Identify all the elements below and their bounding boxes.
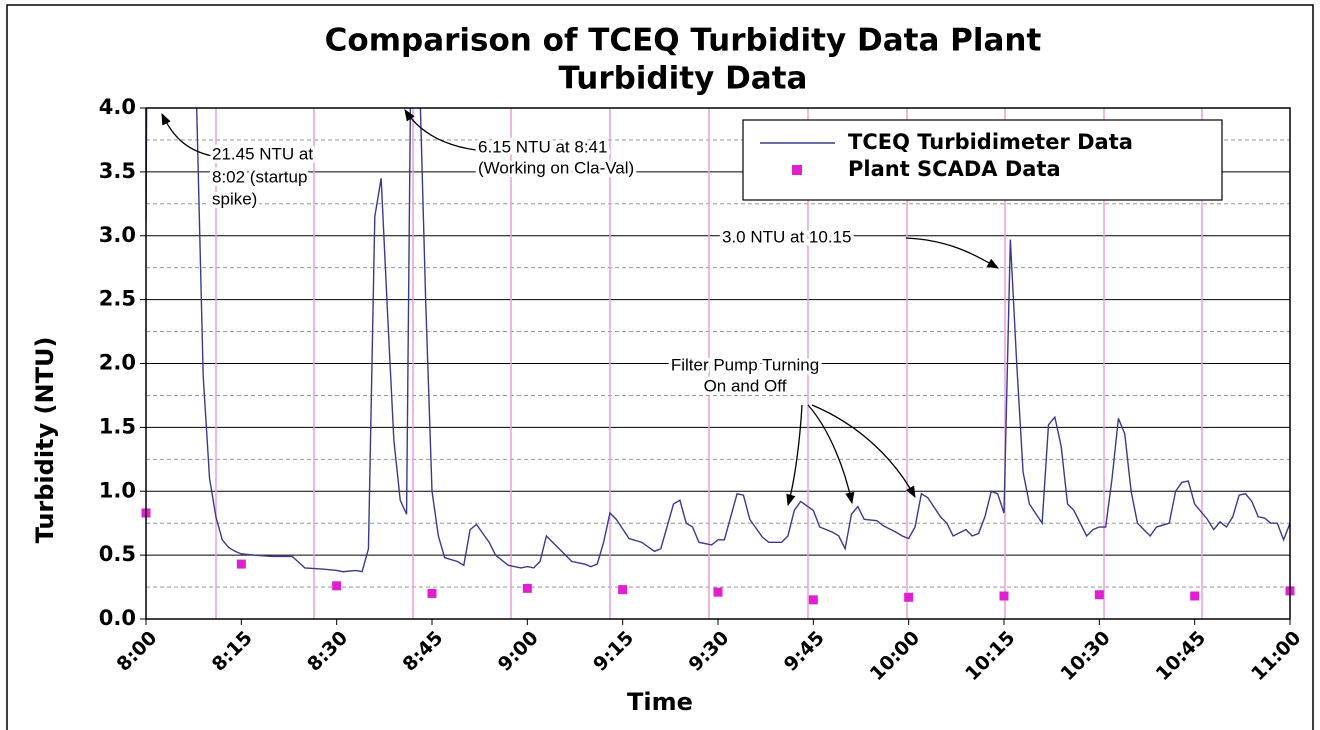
- plot-border: [145, 107, 1291, 620]
- data-point: [522, 583, 532, 593]
- legend-label: Plant SCADA Data: [848, 157, 1061, 181]
- x-tick-label: 10:45: [1152, 627, 1210, 685]
- legend-items: TCEQ Turbidimeter Data Plant SCADA Data: [760, 130, 1133, 181]
- data-point: [999, 591, 1009, 601]
- annotation: 8:02 (startup: [212, 167, 307, 186]
- x-tick-label: 8:30: [303, 627, 352, 676]
- x-tick-label: 8:45: [398, 627, 447, 676]
- annotation: Filter Pump Turning: [671, 355, 819, 374]
- x-tick-label: 11:00: [1247, 627, 1305, 685]
- x-tick-label: 9:15: [589, 627, 638, 676]
- data-point: [1094, 590, 1104, 600]
- annotation: 3.0 NTU at 10.15: [722, 227, 851, 246]
- annotation: 21.45 NTU at: [212, 144, 313, 163]
- x-axis-label: Time: [627, 688, 693, 716]
- y-tick-label: 2.5: [99, 287, 136, 311]
- chart-title: Comparison of TCEQ Turbidity Data Plant: [325, 23, 1042, 59]
- data-point: [236, 559, 246, 569]
- data-point: [1190, 591, 1200, 601]
- y-tick-label: 0.0: [99, 606, 136, 630]
- data-point: [332, 581, 342, 591]
- data-point: [713, 587, 723, 597]
- annotation: (Working on Cla-Val): [478, 158, 634, 177]
- annotation: 6.15 NTU at 8:41: [478, 137, 607, 156]
- data-point: [618, 585, 628, 595]
- data-point: [904, 592, 914, 602]
- x-tick-label: 9:45: [780, 627, 829, 676]
- y-tick-label: 0.5: [99, 542, 136, 566]
- x-tick-label: 8:15: [208, 627, 257, 676]
- y-tick-label: 1.0: [99, 478, 136, 502]
- annotation: On and Off: [704, 376, 787, 395]
- data-point: [427, 588, 437, 598]
- x-tick-label: 10:00: [866, 627, 924, 685]
- frame: [6, 4, 1314, 730]
- x-tick-label: 10:30: [1056, 627, 1114, 685]
- y-axis-label: Turbidity (NTU): [31, 337, 59, 544]
- annotation: spike): [212, 189, 257, 208]
- legend: TCEQ Turbidimeter Data Plant SCADA Data: [742, 119, 1223, 201]
- legend-label: TCEQ Turbidimeter Data: [848, 130, 1133, 154]
- y-tick-label: 1.5: [99, 414, 136, 438]
- x-tick-label: 8:00: [112, 627, 161, 676]
- legend-box: [742, 119, 1223, 201]
- y-tick-label: 4.0: [99, 95, 136, 119]
- y-tick-label: 2.0: [99, 351, 136, 375]
- x-tick-label: 10:15: [961, 627, 1019, 685]
- legend-swatch: [792, 165, 802, 175]
- y-tick-label: 3.0: [99, 223, 136, 247]
- x-tick-label: 9:30: [684, 627, 733, 676]
- x-tick-label: 9:00: [494, 627, 543, 676]
- data-point: [808, 595, 818, 605]
- y-tick-label: 3.5: [99, 159, 136, 183]
- chart-title: Turbidity Data: [559, 61, 808, 97]
- annotation-arrows: [161, 109, 1000, 507]
- data-line: [146, 108, 1290, 573]
